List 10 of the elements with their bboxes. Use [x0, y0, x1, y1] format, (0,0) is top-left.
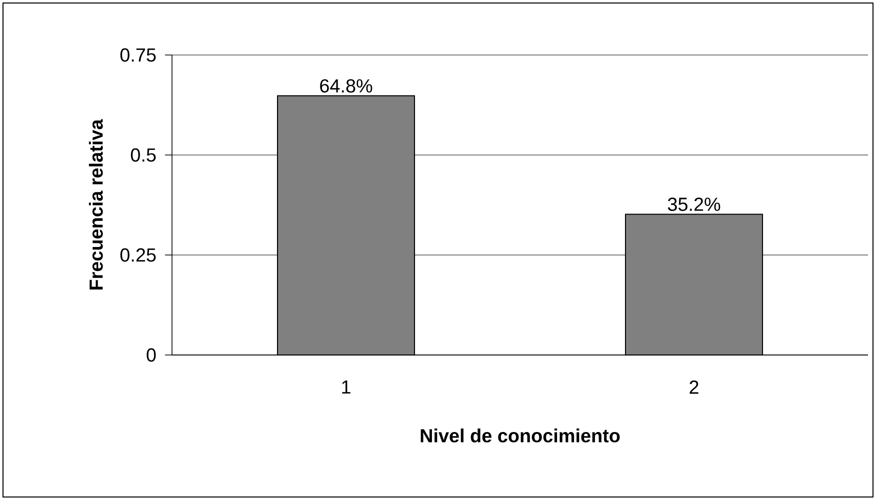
x-axis-title: Nivel de conocimiento — [420, 428, 620, 442]
y-tick-label: 0.75 — [120, 48, 156, 62]
x-tick-label: 2 — [690, 380, 698, 394]
y-tick-label: 0.5 — [130, 148, 156, 162]
x-tick-label: 1 — [342, 380, 350, 394]
data-label: 35.2% — [668, 198, 720, 211]
y-tick-label: 0 — [146, 348, 156, 362]
data-label: 64.8% — [320, 79, 372, 93]
y-axis-title: Frecuencia relativa — [88, 119, 103, 290]
y-tick-label: 0.25 — [120, 248, 156, 262]
